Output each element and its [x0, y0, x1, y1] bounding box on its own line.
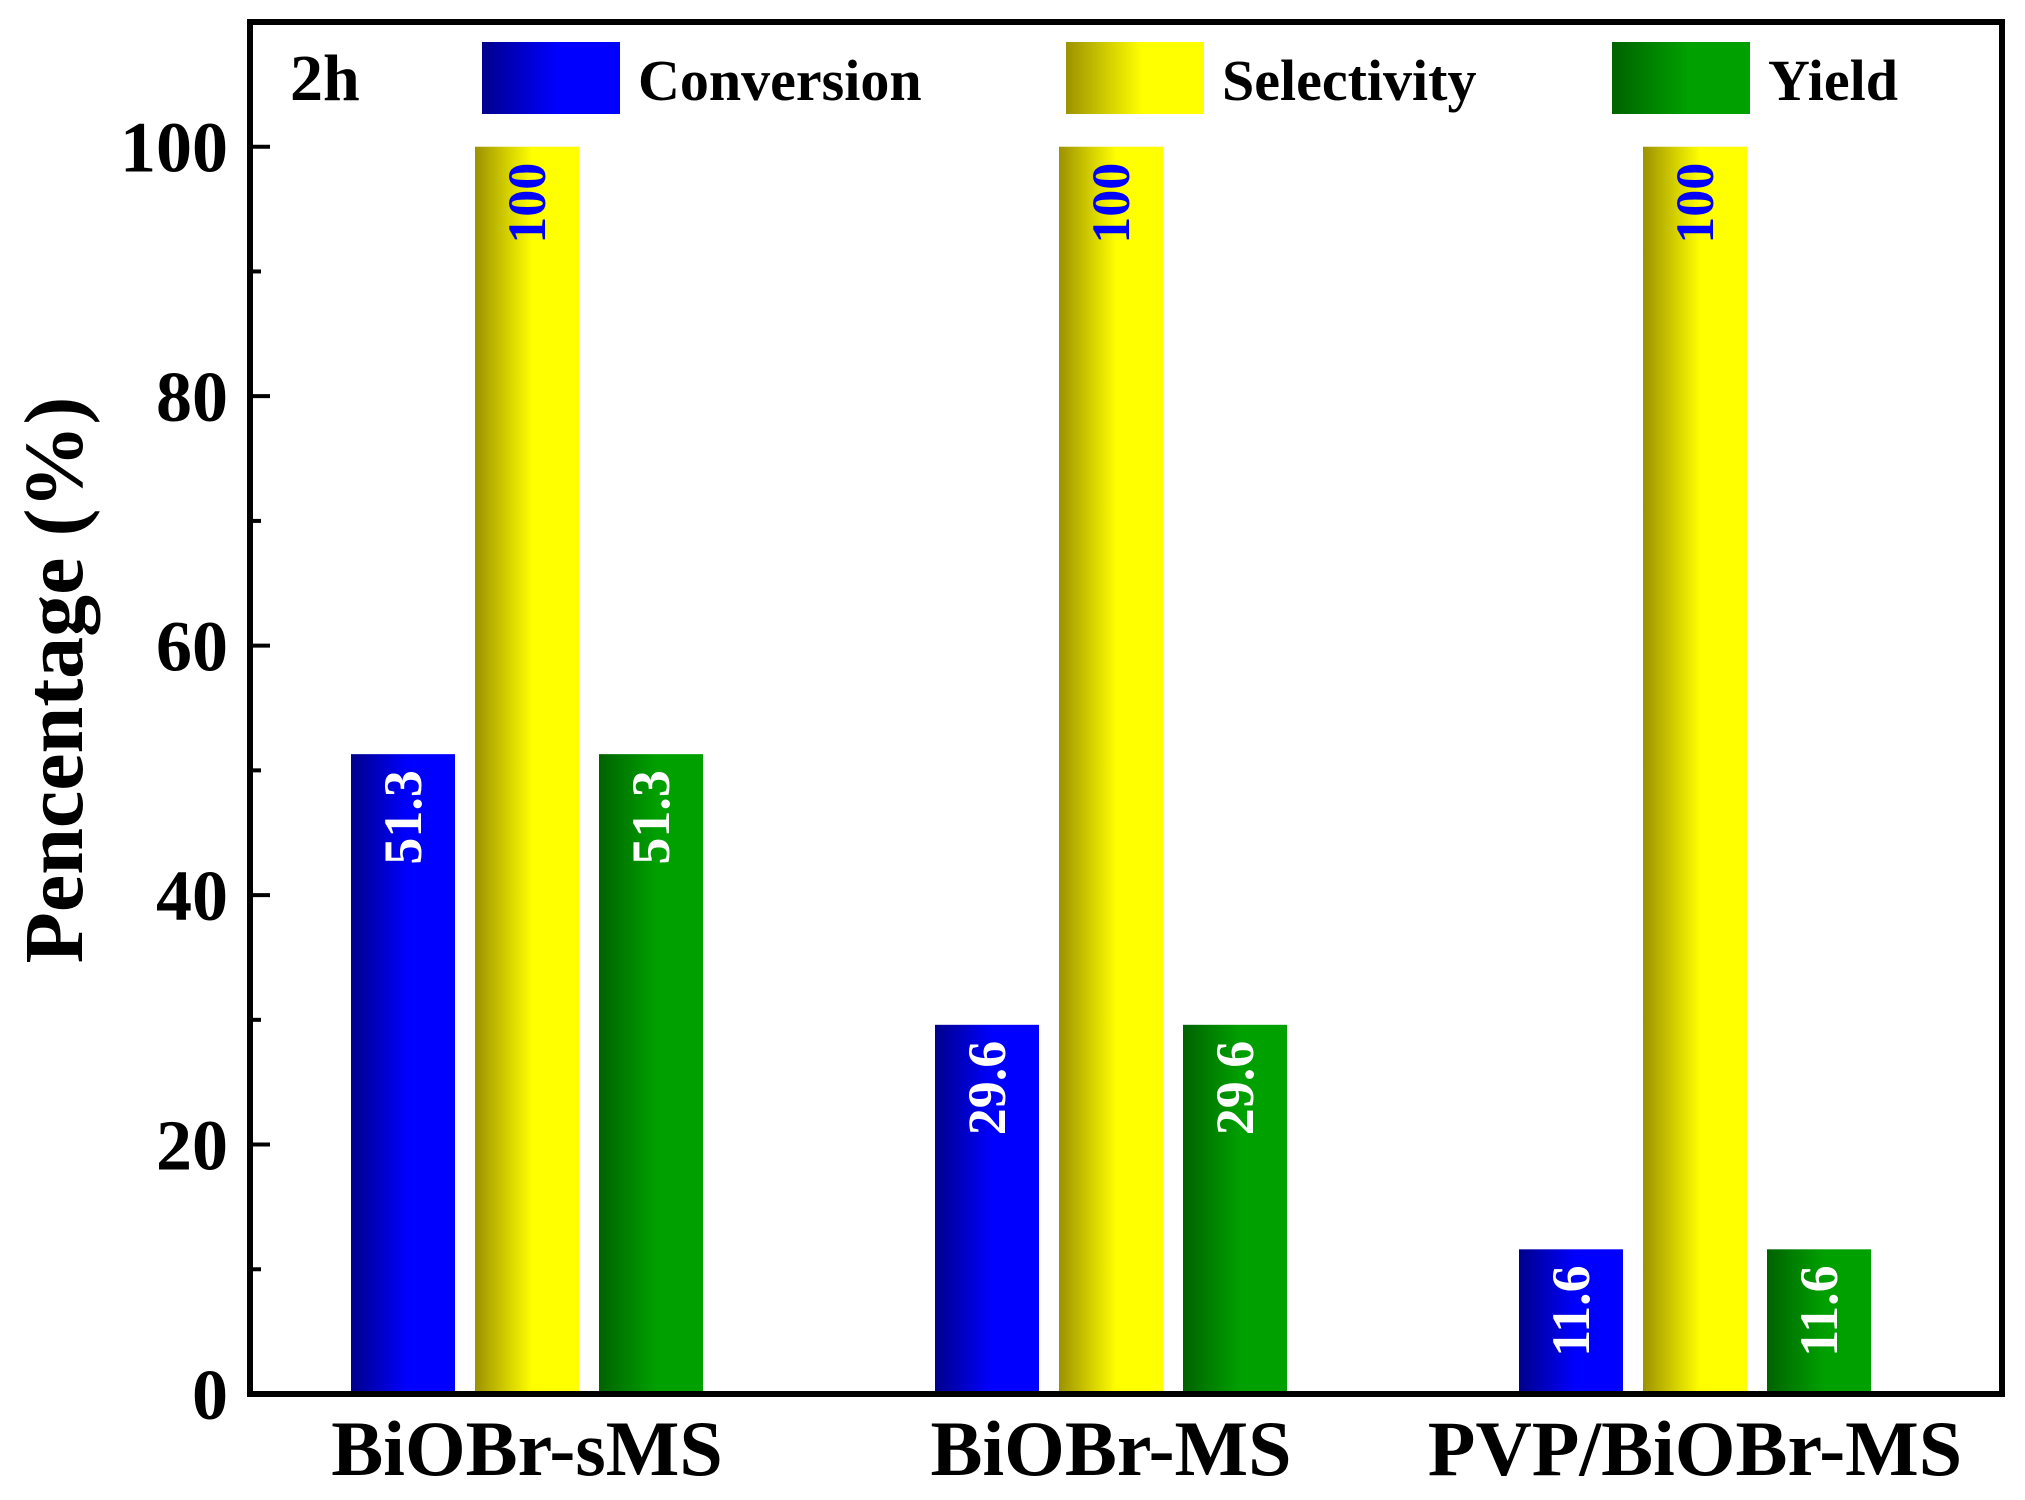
panel-label: 2h [290, 42, 360, 115]
bar-yield [1183, 1024, 1287, 1394]
y-tick-label: 80 [156, 357, 228, 437]
y-tick-label: 100 [120, 108, 228, 188]
bar-conversion [1519, 1249, 1623, 1394]
y-tick-label: 20 [156, 1106, 228, 1186]
bar-value-label: 11.6 [1789, 1265, 1849, 1357]
y-tick-label: 60 [156, 607, 228, 687]
bar-value-label: 100 [497, 163, 557, 244]
y-tick-label: 40 [156, 856, 228, 936]
bar-selectivity [1643, 146, 1747, 1394]
bar-value-label: 51.3 [373, 770, 433, 865]
bar-value-label: 11.6 [1541, 1265, 1601, 1357]
bar-conversion [351, 754, 455, 1394]
legend-swatch-selectivity [1066, 42, 1204, 114]
bar-selectivity [475, 146, 579, 1394]
chart-marks: 0 20 40 60 80 100 51.3 100 51.3 BiOBr-sMS 29.6 100 2… [120, 20, 1962, 1492]
bar-yield [1767, 1249, 1871, 1394]
legend-swatch-conversion [482, 42, 620, 114]
bar-value-label: 100 [1081, 163, 1141, 244]
x-tick-label: BiOBr-sMS [331, 1405, 722, 1492]
bar-value-label: 29.6 [957, 1041, 1017, 1136]
bar-value-label: 51.3 [621, 770, 681, 865]
x-tick-label: BiOBr-MS [930, 1405, 1291, 1492]
bar-yield [599, 754, 703, 1394]
bar-selectivity [1059, 146, 1163, 1394]
bar-value-label: 29.6 [1205, 1041, 1265, 1136]
legend-swatch-yield [1612, 42, 1750, 114]
legend-label: Conversion [638, 48, 922, 113]
bar-conversion [935, 1024, 1039, 1394]
legend-label: Selectivity [1222, 48, 1476, 113]
x-tick-label: PVP/BiOBr-MS [1428, 1405, 1962, 1492]
bar-value-label: 100 [1665, 163, 1725, 244]
y-axis-title: Pencentage (%) [8, 397, 101, 964]
plot-frame [247, 19, 2005, 1397]
legend-label: Yield [1768, 48, 1898, 113]
y-tick-label: 0 [192, 1355, 228, 1435]
